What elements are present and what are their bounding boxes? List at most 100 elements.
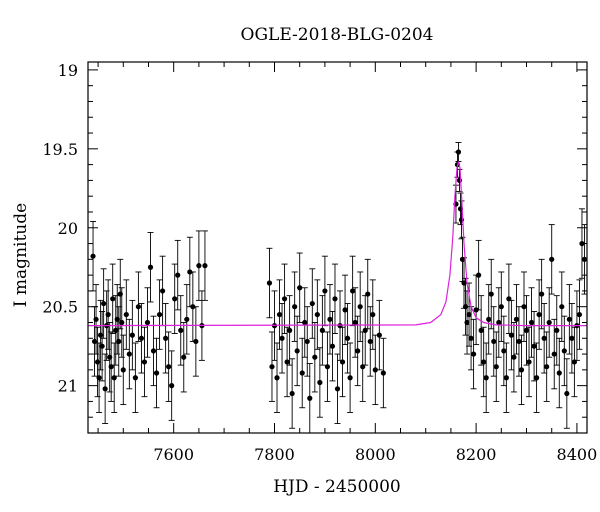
data-point bbox=[319, 327, 325, 333]
data-point bbox=[307, 395, 313, 401]
data-point bbox=[344, 335, 351, 341]
data-point bbox=[350, 288, 356, 294]
y-tick-label: 21 bbox=[58, 377, 78, 396]
y-tick-label: 19.5 bbox=[42, 140, 78, 159]
data-point bbox=[372, 367, 378, 373]
data-point bbox=[184, 316, 190, 322]
data-point bbox=[276, 311, 283, 318]
data-point bbox=[466, 311, 472, 318]
data-point bbox=[108, 364, 114, 370]
data-point bbox=[370, 311, 376, 318]
data-point bbox=[523, 327, 530, 333]
x-tick-label: 8200 bbox=[456, 445, 497, 464]
data-point bbox=[531, 343, 537, 349]
data-point bbox=[126, 351, 132, 357]
data-point bbox=[294, 348, 300, 354]
data-point bbox=[138, 335, 145, 341]
data-point bbox=[289, 390, 295, 397]
x-tick-label: 8400 bbox=[557, 445, 598, 464]
data-point bbox=[181, 354, 187, 360]
data-point bbox=[539, 291, 545, 297]
data-point bbox=[274, 375, 280, 381]
data-point bbox=[571, 359, 577, 365]
data-point bbox=[90, 253, 96, 259]
data-point bbox=[556, 370, 562, 376]
data-point bbox=[169, 383, 175, 389]
data-point bbox=[464, 319, 470, 326]
data-point bbox=[473, 307, 479, 313]
data-point bbox=[113, 327, 119, 333]
data-point bbox=[491, 338, 497, 345]
data-point bbox=[94, 359, 101, 365]
data-point bbox=[476, 272, 482, 278]
axis-ticks bbox=[88, 62, 587, 434]
data-point bbox=[317, 379, 323, 386]
data-point bbox=[297, 285, 303, 291]
data-point bbox=[101, 300, 107, 307]
data-point bbox=[132, 375, 138, 381]
data-point bbox=[141, 359, 148, 365]
data-point bbox=[536, 311, 542, 318]
data-point bbox=[105, 311, 111, 318]
data-point bbox=[455, 149, 462, 155]
data-point bbox=[196, 263, 202, 269]
model-curve bbox=[87, 161, 587, 327]
y-tick-label: 19 bbox=[58, 61, 78, 80]
y-tick-labels: 19 19.5 20 20.5 21 bbox=[42, 61, 78, 396]
data-point bbox=[120, 367, 126, 373]
data-point bbox=[506, 296, 512, 302]
data-point bbox=[486, 316, 492, 322]
data-point bbox=[309, 300, 315, 307]
data-point bbox=[117, 291, 123, 297]
data-point bbox=[367, 338, 373, 345]
data-point bbox=[551, 351, 557, 357]
data-point bbox=[347, 375, 353, 381]
data-point bbox=[281, 296, 288, 302]
data-point bbox=[114, 316, 120, 322]
data-point bbox=[355, 348, 361, 354]
data-point bbox=[352, 319, 358, 326]
data-point bbox=[332, 296, 338, 302]
data-point bbox=[549, 256, 555, 262]
data-point bbox=[266, 280, 273, 286]
data-point bbox=[533, 375, 540, 381]
data-point bbox=[93, 316, 99, 322]
data-point bbox=[576, 311, 583, 318]
x-tick-label: 7600 bbox=[153, 445, 194, 464]
chart-title: OGLE-2018-BLG-0204 bbox=[241, 25, 434, 45]
x-tick-label: 8000 bbox=[355, 445, 396, 464]
data-point bbox=[166, 364, 172, 370]
data-point bbox=[129, 332, 135, 338]
data-point bbox=[110, 296, 116, 302]
data-point bbox=[528, 319, 535, 326]
data-point bbox=[516, 338, 522, 345]
data-point bbox=[144, 319, 151, 326]
data-point bbox=[508, 332, 514, 338]
data-point bbox=[468, 335, 474, 341]
data-point bbox=[107, 354, 113, 360]
data-point bbox=[175, 272, 181, 278]
data-point bbox=[554, 327, 560, 333]
data-point bbox=[279, 335, 285, 341]
data-point bbox=[284, 359, 290, 365]
data-point bbox=[342, 307, 348, 313]
data-point bbox=[172, 296, 178, 302]
data-point bbox=[102, 386, 108, 392]
data-point bbox=[156, 311, 163, 318]
data-point bbox=[299, 370, 305, 376]
data-point bbox=[521, 304, 527, 310]
data-point bbox=[269, 364, 275, 370]
data-point bbox=[329, 343, 336, 349]
data-point bbox=[493, 364, 499, 370]
data-point bbox=[357, 304, 363, 310]
data-point bbox=[190, 304, 196, 310]
data-point bbox=[322, 288, 328, 294]
data-point bbox=[461, 280, 467, 286]
data-point bbox=[569, 335, 575, 341]
data-point bbox=[546, 319, 552, 326]
data-point bbox=[365, 291, 371, 297]
data-point bbox=[147, 264, 154, 270]
data-point bbox=[470, 351, 477, 357]
plot-frame bbox=[87, 61, 588, 434]
data-point bbox=[135, 304, 142, 310]
